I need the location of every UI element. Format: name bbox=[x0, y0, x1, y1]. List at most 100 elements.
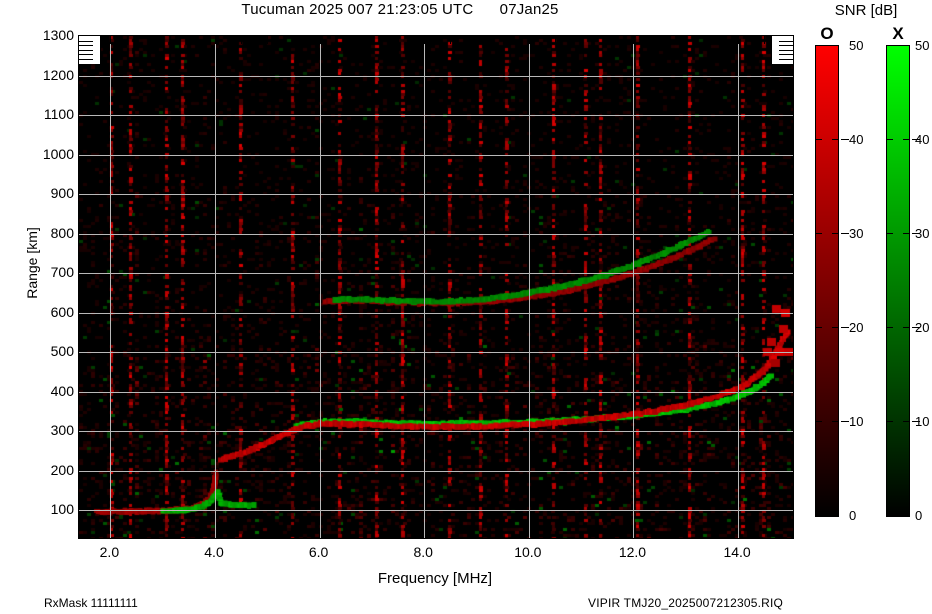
gridline-vertical bbox=[424, 36, 425, 538]
colorbar-tick-label: 30 bbox=[849, 226, 864, 241]
colorbar-tick-label: 50 bbox=[915, 38, 930, 53]
colorbar-tick bbox=[832, 421, 839, 422]
y-tick-label: 800 bbox=[50, 224, 74, 241]
gridline-horizontal bbox=[79, 313, 793, 314]
colorbar-tick-outer bbox=[841, 233, 849, 234]
top-axis-tick bbox=[503, 36, 504, 44]
colorbar-tick bbox=[815, 139, 822, 140]
colorbar-tick-label: 40 bbox=[849, 132, 864, 147]
source-file-label: VIPIR TMJ20_2025007212305.RIQ bbox=[588, 596, 784, 610]
range-scale-tick bbox=[779, 58, 793, 60]
colorbar-tick-outer bbox=[912, 327, 920, 328]
x-tick-label: 4.0 bbox=[204, 544, 224, 560]
colorbar-tick-label: 10 bbox=[849, 414, 864, 429]
colorbar-tick-label: 20 bbox=[915, 320, 930, 335]
top-right-tick-box bbox=[771, 36, 793, 64]
top-axis-tick bbox=[712, 36, 713, 44]
x-tick-label: 8.0 bbox=[413, 544, 433, 560]
y-axis-title: Range [km] bbox=[24, 227, 40, 299]
colorbar-tick bbox=[832, 233, 839, 234]
x-tick-label: 10.0 bbox=[514, 544, 542, 560]
top-axis-tick bbox=[110, 36, 111, 44]
top-axis-tick bbox=[346, 36, 347, 44]
colorbar-tick-outer bbox=[912, 139, 920, 140]
gridline-horizontal bbox=[79, 352, 793, 353]
top-axis-tick bbox=[450, 36, 451, 44]
y-tick-label: 900 bbox=[50, 185, 74, 202]
colorbar-tick-label: 20 bbox=[849, 320, 864, 335]
top-axis-tick bbox=[633, 36, 634, 44]
top-axis-tick bbox=[293, 36, 294, 44]
range-scale-tick bbox=[779, 45, 793, 46]
top-axis-tick bbox=[215, 36, 216, 44]
colorbar-o-mode bbox=[815, 45, 839, 517]
colorbar-tick-outer bbox=[912, 421, 920, 422]
tickbox-edge bbox=[771, 36, 772, 64]
gridline-horizontal bbox=[79, 510, 793, 511]
colorbar-x-letter: X bbox=[892, 24, 904, 43]
top-axis-tick bbox=[320, 36, 321, 44]
colorbar-tick-label: 0 bbox=[915, 508, 923, 523]
gridline-horizontal bbox=[79, 431, 793, 432]
colorbar-tick bbox=[832, 327, 839, 328]
colorbar-x-mode bbox=[886, 45, 910, 517]
y-tick-label: 600 bbox=[50, 303, 74, 320]
y-tick-label: 1100 bbox=[43, 106, 74, 123]
y-tick-label: 700 bbox=[50, 264, 74, 281]
x-tick-label: 6.0 bbox=[308, 544, 329, 560]
colorbar-tick-outer bbox=[841, 139, 849, 140]
colorbar-tick-outer bbox=[841, 421, 849, 422]
top-axis-tick bbox=[764, 36, 765, 44]
top-axis-tick bbox=[189, 36, 190, 44]
y-tick-label: 1200 bbox=[42, 66, 74, 83]
top-axis-tick bbox=[241, 36, 242, 44]
range-scale-tick bbox=[79, 45, 93, 46]
colorbar-tick bbox=[903, 139, 910, 140]
top-axis-tick bbox=[398, 36, 399, 44]
colorbar-tick-label: 50 bbox=[849, 38, 864, 53]
y-tick-label: 100 bbox=[50, 501, 74, 518]
range-scale-tick bbox=[779, 54, 793, 55]
top-left-tick-box bbox=[79, 36, 101, 64]
colorbar-tick-label: 30 bbox=[915, 226, 930, 241]
top-axis-tick bbox=[581, 36, 582, 44]
page-title: Tucuman 2025 007 21:23:05 UTC 07Jan25 bbox=[241, 1, 559, 18]
colorbar-tick bbox=[886, 233, 893, 234]
top-axis-tick bbox=[267, 36, 268, 44]
colorbar-tick bbox=[815, 421, 822, 422]
colorbar-tick-outer bbox=[841, 327, 849, 328]
y-tick-label: 500 bbox=[50, 343, 74, 360]
range-scale-tick bbox=[79, 49, 93, 51]
colorbar-tick-label: 40 bbox=[915, 132, 930, 147]
range-scale-tick bbox=[79, 40, 93, 42]
colorbar-tick bbox=[886, 139, 893, 140]
ionogram-canvas bbox=[79, 36, 793, 538]
gridline-horizontal bbox=[79, 273, 793, 274]
top-axis-tick bbox=[137, 36, 138, 44]
top-axis-tick bbox=[477, 36, 478, 44]
top-axis-tick bbox=[738, 36, 739, 44]
gridline-horizontal bbox=[79, 234, 793, 235]
gridline-vertical bbox=[320, 36, 321, 538]
colorbar-tick-outer bbox=[912, 233, 920, 234]
colorbar-tick bbox=[903, 327, 910, 328]
top-axis-tick bbox=[607, 36, 608, 44]
y-axis-tick-labels: 100 200 300 400 500 600 700 800 900 1000 1100 1200 1… bbox=[2, 0, 74, 614]
colorbar-tick-label: 10 bbox=[915, 414, 930, 429]
top-axis-tick bbox=[529, 36, 530, 44]
range-scale-tick bbox=[79, 54, 93, 55]
top-axis-tick bbox=[163, 36, 164, 44]
top-axis-tick bbox=[686, 36, 687, 44]
colorbar-tick bbox=[903, 233, 910, 234]
top-axis-tick bbox=[555, 36, 556, 44]
gridline-vertical bbox=[529, 36, 530, 538]
gridline-horizontal bbox=[79, 194, 793, 195]
ionogram-plot[interactable] bbox=[78, 35, 794, 539]
colorbar-o-letter: O bbox=[820, 24, 834, 43]
gridline-vertical bbox=[110, 36, 111, 538]
colorbar-tick bbox=[886, 327, 893, 328]
colorbar-tick bbox=[832, 139, 839, 140]
range-scale-tick bbox=[779, 40, 793, 42]
gridline-horizontal bbox=[79, 392, 793, 393]
gridline-horizontal bbox=[79, 115, 793, 116]
